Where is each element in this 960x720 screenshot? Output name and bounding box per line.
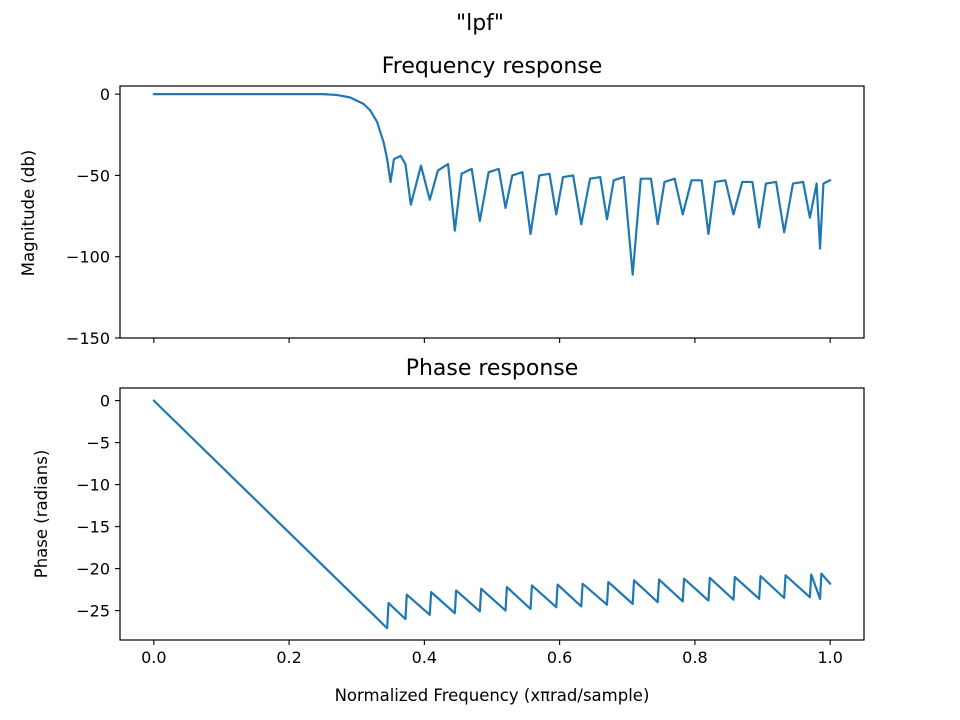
magnitude-y-axis-label: Magnitude (db) <box>19 150 38 276</box>
magnitude-y-tick-label: −50 <box>76 166 110 185</box>
phase-x-tick-label: 0.4 <box>412 648 437 667</box>
figure-title: "lpf" <box>456 11 504 36</box>
magnitude-title: Frequency response <box>382 54 603 79</box>
phase-x-axis-label: Normalized Frequency (xπrad/sample) <box>335 686 650 705</box>
magnitude-plot-frame <box>119 85 865 339</box>
magnitude-y-tick-label: −100 <box>66 248 110 267</box>
magnitude-axes: Frequency response Magnitude (db) 0 −50 −1… <box>19 54 865 348</box>
phase-y-tick-label: −5 <box>86 434 110 453</box>
phase-x-tick-label: 0.0 <box>141 648 166 667</box>
magnitude-series-line <box>152 93 832 276</box>
phase-y-tick-label: −20 <box>76 560 110 579</box>
magnitude-y-tick-label: 0 <box>100 85 110 104</box>
phase-series-line <box>152 399 832 630</box>
magnitude-y-tick-label: −150 <box>66 329 110 348</box>
phase-axes: Phase response Phase (radians) Normalize… <box>32 356 865 705</box>
phase-x-tick-label: 1.0 <box>817 648 842 667</box>
phase-y-tick-label: −10 <box>76 476 110 495</box>
phase-y-axis-label: Phase (radians) <box>32 450 51 579</box>
phase-y-tick-label: −25 <box>76 602 110 621</box>
phase-plot-frame <box>119 387 865 641</box>
phase-x-tick-label: 0.6 <box>547 648 572 667</box>
phase-y-tick-label: 0 <box>100 392 110 411</box>
phase-title: Phase response <box>406 356 579 381</box>
phase-y-tick-label: −15 <box>76 518 110 537</box>
phase-x-tick-label: 0.2 <box>276 648 301 667</box>
phase-x-tick-label: 0.8 <box>682 648 707 667</box>
